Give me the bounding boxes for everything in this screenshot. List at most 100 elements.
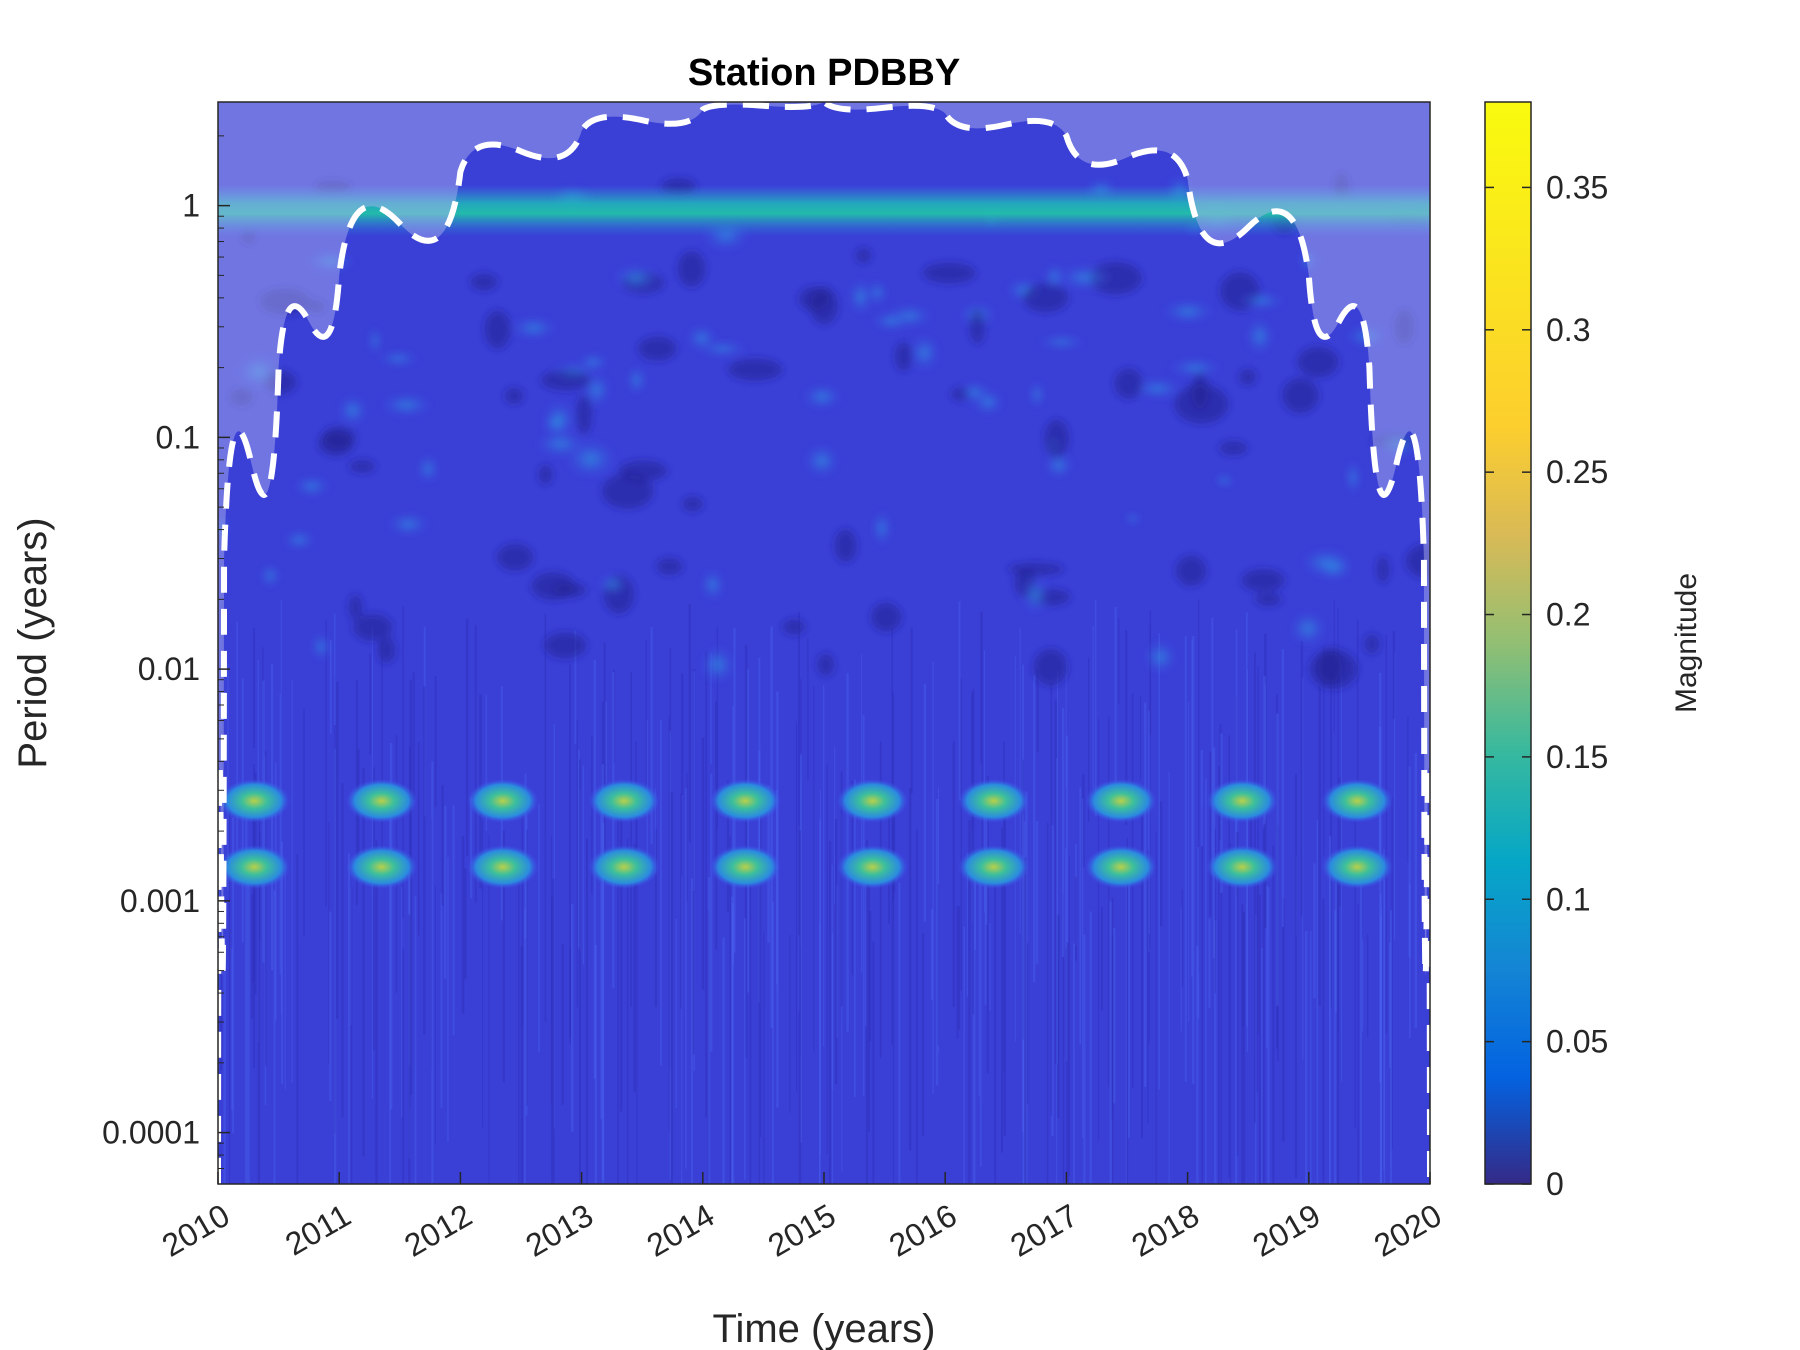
texture-blob [803, 443, 840, 478]
x-tick-label: 2013 [519, 1197, 599, 1264]
colorbar-tick-label: 0.25 [1546, 454, 1608, 490]
texture-blob [656, 557, 683, 575]
texture-blob [855, 248, 871, 264]
texture-blob [601, 473, 654, 509]
texture-blob [386, 513, 431, 536]
texture-blob [377, 351, 420, 367]
texture-blob [727, 358, 783, 381]
plot-area [218, 102, 1430, 1184]
texture-blob [1373, 430, 1423, 459]
texture-blob [368, 326, 382, 355]
colorbar: 0 0.05 0.1 0.15 0.2 0.25 0.3 0.35 Magnitude [1484, 101, 1703, 1202]
texture-blob [1364, 634, 1380, 654]
y-axis-label: Period (years) [11, 517, 55, 768]
texture-blob [1114, 368, 1143, 399]
x-tick-label: 2017 [1004, 1197, 1084, 1264]
x-tick-label: 2018 [1125, 1197, 1205, 1264]
texture-blob [638, 336, 677, 361]
texture-blob [377, 636, 396, 663]
burst-mark [1321, 778, 1394, 823]
burst-mark [466, 844, 539, 889]
texture-blob [1131, 378, 1184, 399]
texture-blob [470, 273, 498, 291]
texture-blob [379, 393, 434, 417]
texture-blob [1167, 358, 1223, 377]
texture-blob [553, 582, 587, 598]
texture-blob [1255, 592, 1282, 607]
texture-blob [544, 632, 587, 659]
texture-blob [1297, 346, 1339, 378]
texture-blob [834, 529, 857, 563]
texture-blob [1057, 264, 1113, 290]
burst-mark [836, 778, 909, 823]
texture-blob [611, 264, 661, 291]
x-tick-label: 2010 [156, 1197, 236, 1264]
texture-blob [1008, 562, 1064, 576]
colorbar-tick-label: 0.05 [1546, 1024, 1608, 1060]
texture-blob [348, 594, 363, 620]
texture-blob [353, 613, 393, 641]
texture-blob [538, 464, 553, 485]
texture-blob [1314, 554, 1354, 581]
texture-blob [1219, 440, 1248, 455]
texture-blob [542, 400, 576, 440]
colorbar-tick-label: 0.15 [1546, 739, 1608, 775]
texture-blob [1124, 512, 1142, 525]
y-tick-label: 0.1 [156, 419, 200, 455]
texture-blob [1289, 610, 1327, 647]
texture-blob [699, 645, 736, 684]
texture-blob [682, 496, 704, 512]
texture-blob [1394, 308, 1415, 345]
texture-blob [509, 316, 558, 340]
texture-blob [349, 459, 376, 473]
texture-blob [1044, 452, 1074, 479]
texture-blob [310, 632, 332, 661]
burst-mark [1084, 844, 1157, 889]
texture-blob [871, 602, 902, 632]
colorbar-tick-label: 0.1 [1546, 881, 1590, 917]
texture-blob [1376, 555, 1390, 584]
texture-blob [283, 529, 316, 550]
texture-blob [871, 509, 892, 547]
x-tick-label: 2011 [279, 1197, 357, 1263]
cone-of-influence-shade [218, 102, 1430, 1184]
texture-blob [576, 394, 592, 435]
texture-blob [416, 454, 439, 484]
texture-blob [229, 388, 254, 406]
texture-blob [1309, 649, 1358, 689]
texture-blob [677, 250, 706, 287]
burst-mark [1321, 844, 1394, 889]
texture-blob [1345, 459, 1361, 495]
texture-blob [909, 334, 940, 372]
x-tick-label: 2014 [641, 1197, 721, 1264]
y-tick-label: 0.001 [120, 883, 200, 919]
texture-blob [848, 278, 873, 316]
texture-blob [1282, 377, 1319, 414]
texture-blob [1033, 648, 1068, 686]
colorbar-ticks: 0 0.05 0.1 0.15 0.2 0.25 0.3 0.35 [1485, 169, 1608, 1202]
annual-band [218, 185, 1430, 237]
x-tick-label: 2015 [762, 1197, 842, 1264]
x-tick-label: 2016 [883, 1197, 963, 1264]
y-tick-label: 1 [182, 188, 200, 224]
burst-mark [1084, 778, 1157, 823]
x-tick-label: 2012 [398, 1197, 478, 1264]
texture-blob [1022, 283, 1069, 313]
burst-mark [1206, 844, 1279, 889]
texture-blob [817, 653, 835, 676]
burst-mark [345, 778, 418, 823]
texture-blob [259, 564, 281, 588]
burst-mark [709, 778, 782, 823]
texture-blob [1239, 368, 1257, 386]
texture-blob [484, 310, 511, 349]
texture-blob [1036, 335, 1087, 349]
burst-bands [218, 778, 1394, 889]
texture-blob [798, 286, 830, 311]
texture-blob [696, 341, 749, 357]
burst-mark [957, 844, 1030, 889]
colorbar-tick-label: 0.3 [1546, 312, 1590, 348]
texture-blob [540, 370, 591, 391]
burst-mark [1206, 778, 1279, 823]
y-tick-label: 0.0001 [102, 1115, 200, 1151]
